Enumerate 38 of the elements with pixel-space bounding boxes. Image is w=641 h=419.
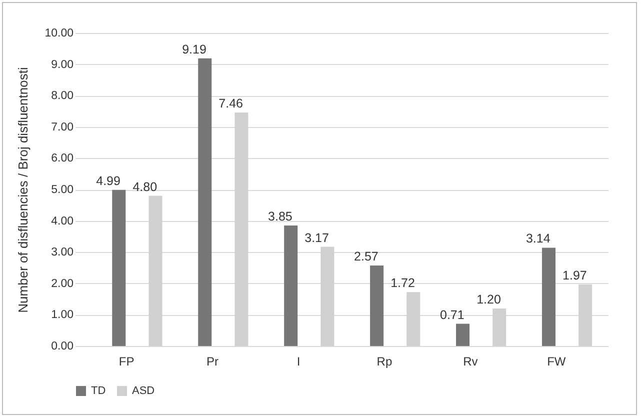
x-tick-label: FP <box>118 354 134 368</box>
data-label: 3.85 <box>268 209 292 224</box>
bar <box>112 190 126 346</box>
y-tick-label: 5.00 <box>51 184 74 196</box>
bar <box>542 248 556 346</box>
legend-label: ASD <box>132 385 155 397</box>
data-label: 2.57 <box>354 250 378 264</box>
bar <box>370 266 384 346</box>
y-tick-label: 9.00 <box>51 58 74 71</box>
x-tick-label: Rp <box>376 354 392 368</box>
data-label: 4.99 <box>96 174 120 188</box>
bar <box>456 324 470 346</box>
bar <box>198 58 212 346</box>
data-label: 3.14 <box>526 232 550 246</box>
data-label: 0.71 <box>440 308 464 322</box>
data-label: 1.20 <box>476 292 501 306</box>
y-tick-label: 6.00 <box>51 152 74 165</box>
data-label: 1.97 <box>562 268 587 282</box>
y-tick-label: 0.00 <box>51 340 74 352</box>
y-tick-label: 10.00 <box>44 28 74 40</box>
y-tick-label: 7.00 <box>51 121 74 134</box>
y-tick-label: 2.00 <box>51 278 74 290</box>
data-label: 7.46 <box>218 96 244 110</box>
y-tick-label: 3.00 <box>51 246 74 259</box>
data-label: 4.80 <box>132 180 158 194</box>
data-label: 3.17 <box>304 230 330 245</box>
bar <box>284 225 298 346</box>
data-label: 1.72 <box>390 276 415 290</box>
x-tick-label: Pr <box>206 354 219 368</box>
y-axis-title: Number of disfluencies / Broj disfluentnosti <box>16 67 31 313</box>
y-tick-label: 8.00 <box>51 90 74 102</box>
y-tick-label: 1.00 <box>51 309 74 322</box>
data-label: 9.19 <box>182 42 206 56</box>
x-tick-label: FW <box>547 354 566 368</box>
x-tick-label: I <box>296 354 300 368</box>
x-tick-label: Rv <box>463 354 478 368</box>
legend-label: TD <box>91 385 106 397</box>
y-tick-label: 4.00 <box>51 215 74 228</box>
